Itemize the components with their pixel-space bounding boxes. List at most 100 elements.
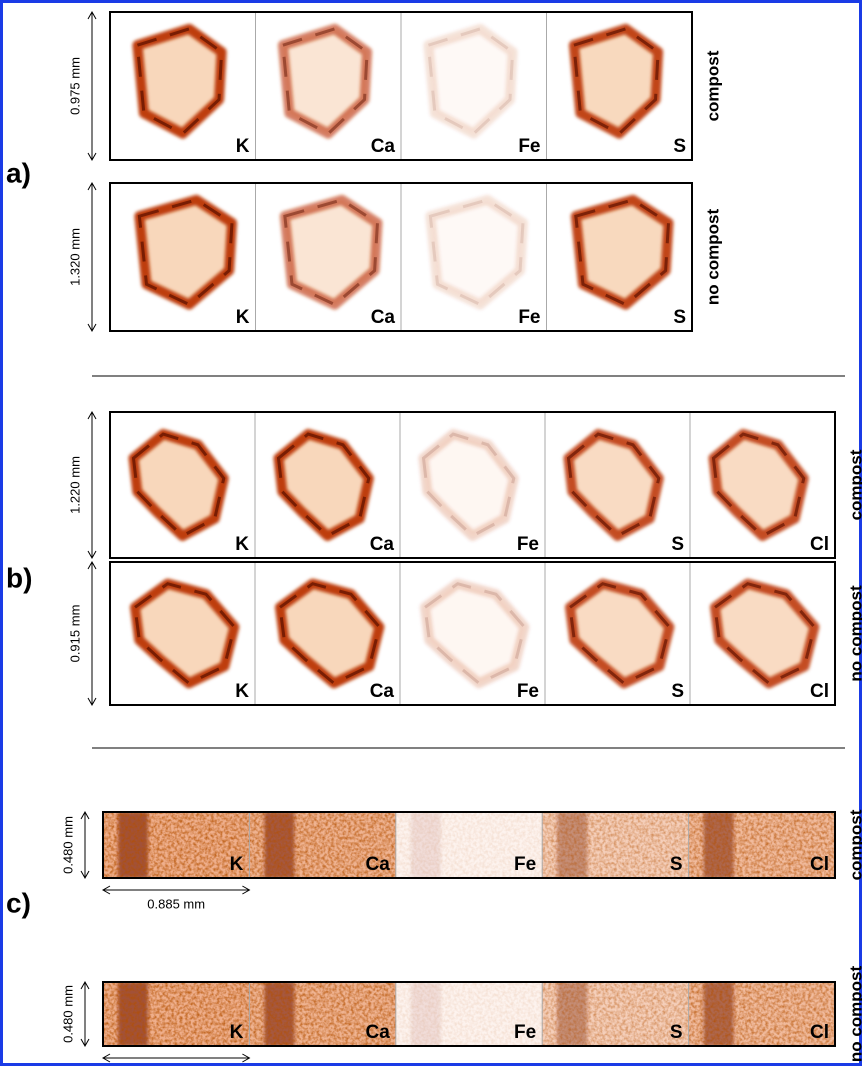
rim-core (566, 432, 661, 538)
interior (573, 28, 659, 134)
map-noise (395, 982, 543, 1046)
scale-label: 1.220 mm (67, 456, 82, 514)
element-map (273, 429, 374, 541)
element-label: Fe (517, 681, 539, 702)
panel-label: a) (6, 157, 31, 188)
map-noise (542, 982, 689, 1046)
scale-label: 0.975 mm (67, 57, 82, 115)
arrow-head (101, 1053, 251, 1063)
interior (430, 199, 523, 305)
element-label: Cl (810, 681, 829, 702)
element-label: Ca (366, 1022, 391, 1043)
width-scale-label: 0.885 mm (147, 896, 205, 911)
row-box (109, 411, 836, 559)
element-map (688, 982, 835, 1046)
condition-label: no compost (846, 966, 862, 1063)
map-noise (249, 812, 396, 878)
element-label: K (230, 854, 244, 875)
rim-core (572, 27, 660, 136)
element-label: Cl (810, 1022, 829, 1043)
element-map (565, 578, 675, 689)
element-label: K (235, 534, 249, 555)
rim-core (711, 432, 806, 538)
element-label: Ca (370, 681, 395, 702)
element-label: Ca (366, 854, 391, 875)
element-label: K (236, 136, 250, 157)
map-noise (103, 812, 250, 878)
map-noise (103, 982, 250, 1046)
element-map (563, 429, 664, 541)
condition-label: no compost (703, 209, 722, 306)
rim-core (133, 582, 237, 686)
element-map (542, 812, 689, 878)
map-noise (249, 982, 396, 1046)
rim-core (135, 27, 224, 136)
element-map (134, 194, 237, 310)
arrow-head (101, 885, 251, 895)
map-noise (688, 812, 835, 878)
map-noise (688, 982, 835, 1046)
element-map (708, 429, 809, 541)
rim-core (423, 582, 527, 686)
element-label: S (673, 136, 686, 157)
element-label: S (670, 1022, 683, 1043)
element-map (249, 982, 396, 1046)
interior (139, 199, 232, 305)
rim-core (131, 432, 226, 538)
map-noise (395, 812, 543, 878)
element-label: S (671, 681, 684, 702)
interior (575, 199, 669, 305)
element-map (128, 429, 229, 541)
rim-core (568, 582, 672, 686)
arrow-head (80, 810, 90, 880)
element-label: K (236, 307, 250, 328)
element-label: Fe (514, 854, 536, 875)
condition-label: compost (846, 449, 862, 520)
rim-core (281, 27, 369, 136)
element-map (395, 812, 543, 878)
element-label: S (673, 307, 686, 328)
element-label: Cl (810, 854, 829, 875)
element-map (570, 194, 674, 310)
arrow-head (87, 560, 97, 707)
condition-label: compost (846, 809, 862, 880)
arrow-head (80, 980, 90, 1048)
rim-core (426, 27, 515, 136)
rim-core (428, 198, 525, 307)
element-label: K (235, 681, 249, 702)
element-map (425, 194, 528, 310)
scale-label: 0.480 mm (60, 985, 75, 1043)
element-label: Cl (810, 534, 829, 555)
scale-label: 0.915 mm (67, 605, 82, 663)
row-box (109, 11, 693, 161)
arrow-head (87, 410, 97, 560)
rim-core (278, 582, 382, 686)
element-map (103, 812, 250, 878)
element-map (130, 578, 240, 689)
rim (423, 23, 518, 139)
rim-core (276, 432, 371, 538)
rim (425, 194, 528, 310)
rim-core (713, 582, 817, 686)
rim (277, 23, 373, 139)
element-label: K (230, 1022, 244, 1043)
rim-core (574, 198, 671, 307)
rim-core (283, 198, 380, 307)
arrow-head (87, 10, 97, 162)
element-label: Ca (371, 136, 396, 157)
rim (279, 194, 383, 310)
element-map (420, 578, 530, 689)
element-map (395, 982, 543, 1046)
interior (284, 199, 378, 305)
element-label: S (671, 534, 684, 555)
rim (418, 429, 519, 541)
element-map (275, 578, 385, 689)
element-map (132, 23, 227, 139)
element-label: Fe (518, 136, 540, 157)
element-label: S (670, 854, 683, 875)
element-label: Fe (518, 307, 540, 328)
row-box (109, 182, 693, 332)
element-map (688, 812, 835, 878)
element-map (710, 578, 820, 689)
interior (428, 28, 513, 134)
